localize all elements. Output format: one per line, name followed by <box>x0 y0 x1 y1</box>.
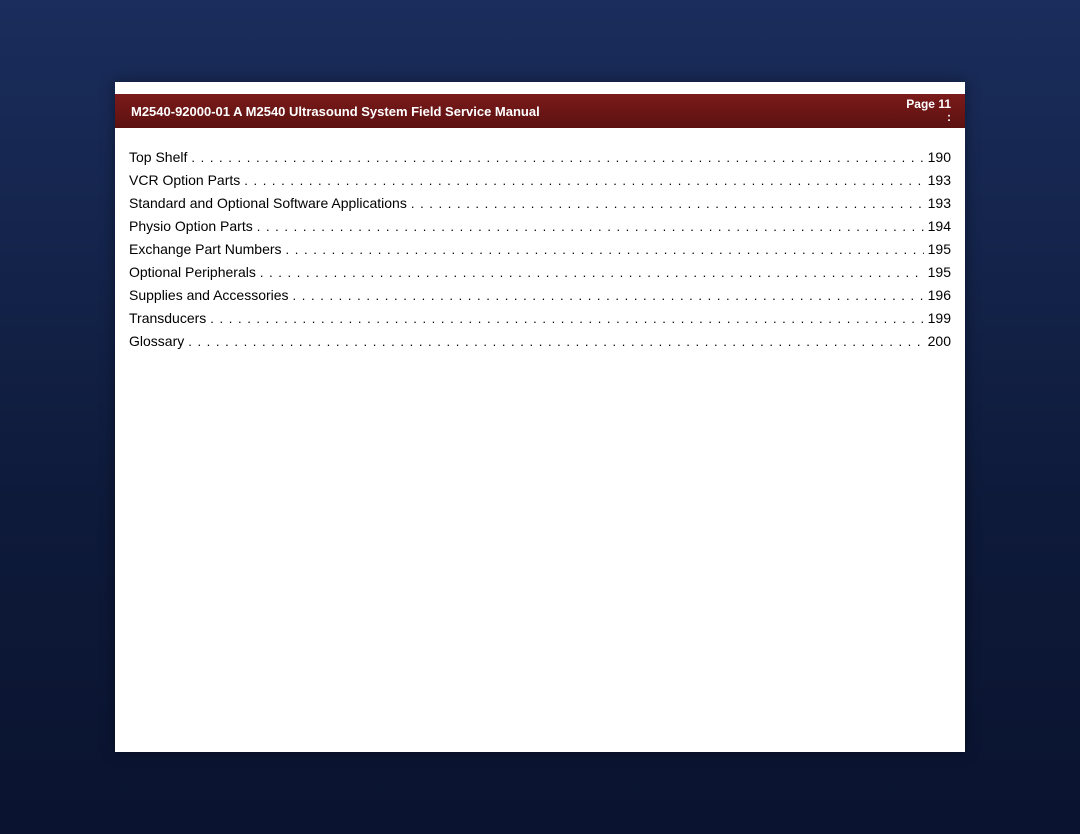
toc-dot-leader <box>210 307 923 330</box>
toc-entry: Optional Peripherals 195 <box>129 261 951 284</box>
toc-entry-label: Physio Option Parts <box>129 215 253 237</box>
page-sub-marker: : <box>947 110 951 124</box>
page-indicator: Page 11 : <box>906 98 951 124</box>
toc-entry: VCR Option Parts 193 <box>129 169 951 192</box>
toc-entry-page: 193 <box>928 192 951 214</box>
toc-dot-leader <box>260 261 924 284</box>
toc-entry-label: Transducers <box>129 307 206 329</box>
toc-dot-leader <box>191 146 923 169</box>
toc-entry: Transducers 199 <box>129 307 951 330</box>
toc-dot-leader <box>286 238 924 261</box>
document-page: M2540-92000-01 A M2540 Ultrasound System… <box>115 82 965 752</box>
toc-entry-label: Standard and Optional Software Applicati… <box>129 192 407 214</box>
toc-entry-page: 196 <box>928 284 951 306</box>
table-of-contents: Top Shelf 190 VCR Option Parts 193 Standard … <box>129 146 951 353</box>
toc-entry-page: 195 <box>928 238 951 260</box>
toc-entry: Top Shelf 190 <box>129 146 951 169</box>
toc-entry-label: VCR Option Parts <box>129 169 240 191</box>
header-bar: M2540-92000-01 A M2540 Ultrasound System… <box>115 94 965 128</box>
toc-entry-label: Supplies and Accessories <box>129 284 289 306</box>
toc-entry: Supplies and Accessories 196 <box>129 284 951 307</box>
toc-entry-label: Top Shelf <box>129 146 187 168</box>
toc-dot-leader <box>244 169 923 192</box>
toc-entry: Glossary 200 <box>129 330 951 353</box>
toc-entry: Standard and Optional Software Applicati… <box>129 192 951 215</box>
toc-dot-leader <box>293 284 924 307</box>
toc-entry-page: 194 <box>928 215 951 237</box>
document-title: M2540-92000-01 A M2540 Ultrasound System… <box>131 104 540 119</box>
toc-entry-label: Glossary <box>129 330 184 352</box>
toc-entry: Exchange Part Numbers 195 <box>129 238 951 261</box>
page-label: Page 11 <box>906 97 951 111</box>
toc-entry-page: 195 <box>928 261 951 283</box>
toc-entry-page: 193 <box>928 169 951 191</box>
toc-entry-page: 200 <box>928 330 951 352</box>
toc-dot-leader <box>188 330 923 353</box>
toc-entry-page: 199 <box>928 307 951 329</box>
toc-dot-leader <box>411 192 924 215</box>
toc-entry-page: 190 <box>928 146 951 168</box>
toc-entry: Physio Option Parts 194 <box>129 215 951 238</box>
toc-entry-label: Optional Peripherals <box>129 261 256 283</box>
toc-dot-leader <box>257 215 924 238</box>
toc-entry-label: Exchange Part Numbers <box>129 238 282 260</box>
